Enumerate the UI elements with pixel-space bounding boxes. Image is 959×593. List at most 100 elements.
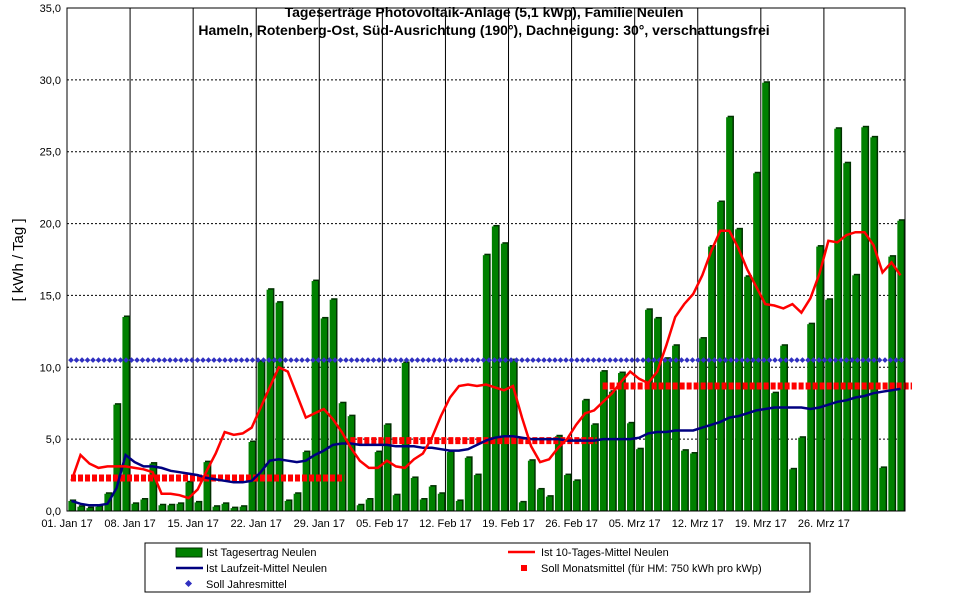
- bar: [590, 424, 598, 511]
- soll-jahresmittel-marker: [590, 357, 597, 363]
- soll-jahresmittel-marker: [662, 357, 668, 363]
- bar: [338, 403, 345, 511]
- soll-jahresmittel-marker: [337, 357, 344, 363]
- soll-jahresmittel-marker: [178, 357, 184, 363]
- bar: [663, 358, 670, 511]
- y-tick-label: 15,0: [40, 290, 61, 302]
- soll-jahresmittel-marker: [755, 357, 762, 363]
- soll-jahresmittel-marker: [574, 357, 580, 363]
- soll-jahresmittel-marker: [392, 357, 399, 363]
- soll-jahresmittel-marker: [634, 357, 641, 363]
- soll-jahresmittel-marker: [183, 357, 190, 363]
- bar: [293, 493, 300, 511]
- soll-jahresmittel-marker: [348, 357, 355, 363]
- legend-item-laufzeit-mittel: Ist Laufzeit-Mittel Neulen: [176, 563, 327, 575]
- soll-jahresmittel-marker: [678, 357, 685, 363]
- bar: [726, 117, 733, 512]
- bar: [275, 302, 282, 511]
- bar: [843, 163, 850, 511]
- x-tick-label: 29. Jan 17: [294, 518, 345, 530]
- bar: [158, 505, 165, 511]
- bar: [771, 393, 778, 511]
- soll-jahresmittel-marker: [541, 357, 547, 363]
- bar: [194, 502, 201, 511]
- legend-item-10-tages-mittel: Ist 10-Tages-Mittel Neulen: [508, 547, 669, 559]
- bar: [356, 505, 364, 511]
- bar: [753, 173, 760, 511]
- soll-jahresmittel-marker: [524, 357, 531, 363]
- bar: [140, 499, 147, 511]
- soll-jahresmittel-marker: [244, 357, 250, 363]
- bar: [410, 477, 418, 511]
- soll-jahresmittel-marker: [750, 357, 756, 363]
- bar: [699, 338, 706, 511]
- soll-jahresmittel-marker: [689, 357, 696, 363]
- bar: [86, 508, 93, 511]
- soll-jahresmittel-marker: [112, 357, 118, 363]
- bar: [464, 457, 472, 511]
- soll-jahresmittel-marker: [887, 357, 894, 363]
- soll-jahresmittel-marker: [882, 357, 888, 363]
- bar: [167, 505, 174, 511]
- soll-jahresmittel-marker: [491, 357, 498, 363]
- legend-label-laufzeit-mittel: Ist Laufzeit-Mittel Neulen: [206, 563, 327, 575]
- soll-jahresmittel-marker: [629, 357, 635, 363]
- bar: [789, 469, 796, 511]
- x-tick-label: 22. Jan 17: [231, 518, 282, 530]
- x-tick-labels: 01. Jan 17 08. Jan 17 15. Jan 17 22. Jan 17…: [41, 518, 850, 530]
- bar: [645, 309, 652, 511]
- soll-jahresmittel-marker: [315, 357, 322, 363]
- y-tick-label: 10,0: [40, 362, 61, 374]
- bar: [176, 503, 183, 511]
- soll-jahresmittel-marker: [409, 357, 415, 363]
- soll-jahresmittel-marker: [876, 357, 883, 363]
- soll-jahresmittel-marker: [535, 357, 542, 363]
- soll-jahresmittel-marker: [612, 357, 619, 363]
- x-tick-label: 26. Mrz 17: [798, 518, 850, 530]
- bar: [221, 503, 228, 511]
- soll-jahresmittel-marker: [469, 357, 476, 363]
- soll-jahresmittel-marker: [123, 357, 129, 363]
- legend-swatch-blue-diamond: [184, 579, 193, 588]
- soll-jahresmittel-marker: [717, 357, 723, 363]
- bar: [672, 345, 679, 511]
- soll-jahresmittel-marker: [761, 357, 767, 363]
- soll-jahresmittel-marker: [898, 357, 905, 363]
- bar: [311, 281, 318, 511]
- soll-jahresmittel-marker: [579, 357, 586, 363]
- soll-jahresmittel-marker: [618, 357, 624, 363]
- y-tick-label: 0,0: [46, 506, 61, 518]
- bar: [365, 499, 373, 511]
- soll-jahresmittel-marker: [821, 357, 828, 363]
- soll-jahresmittel-marker: [238, 357, 245, 363]
- soll-jahresmittel-marker: [442, 357, 448, 363]
- bar: [284, 500, 291, 511]
- y-tick-labels: 0,0 5,0 10,0 15,0 20,0 25,0 30,0 35,0: [40, 3, 61, 518]
- bar: [735, 229, 742, 511]
- bar: [455, 500, 463, 511]
- soll-jahresmittel-marker: [139, 357, 146, 363]
- bar: [149, 463, 156, 511]
- daily-yield-bars: [68, 81, 906, 512]
- soll-jahresmittel-marker: [414, 357, 421, 363]
- soll-jahresmittel-marker: [145, 357, 151, 363]
- soll-jahresmittel-marker: [783, 357, 789, 363]
- soll-jahresmittel-marker: [266, 357, 272, 363]
- soll-jahresmittel-marker: [695, 357, 701, 363]
- soll-jahresmittel-marker: [651, 357, 657, 363]
- soll-jahresmittel-marker: [706, 357, 712, 363]
- bar: [122, 316, 129, 511]
- soll-jahresmittel-marker: [233, 357, 239, 363]
- bar: [239, 506, 246, 511]
- bar: [870, 137, 877, 512]
- x-tick-label: 26. Feb 17: [545, 518, 598, 530]
- soll-jahresmittel-markers: [68, 357, 905, 363]
- bar: [852, 275, 859, 511]
- soll-jahresmittel-marker: [359, 357, 366, 363]
- series-laufzeit-mittel-line: [71, 387, 901, 507]
- legend-item-soll-jahresmittel: Soll Jahresmittel: [184, 579, 287, 591]
- soll-jahresmittel-marker: [299, 357, 305, 363]
- soll-jahresmittel-marker: [667, 357, 674, 363]
- soll-jahresmittel-marker: [134, 357, 140, 363]
- soll-jahresmittel-marker: [843, 357, 850, 363]
